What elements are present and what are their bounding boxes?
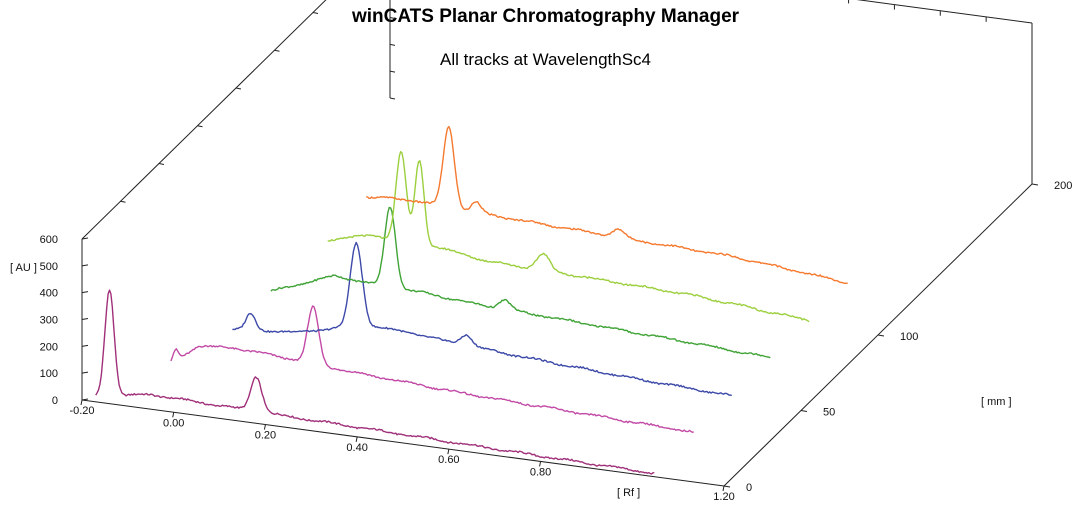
y-tick-label: 100 <box>40 368 58 380</box>
x-tick-mark <box>722 485 725 492</box>
y-tick-mark <box>81 398 89 401</box>
series-line-track-3 <box>232 241 732 397</box>
y-tick-mark-back <box>389 97 396 100</box>
chart-series <box>95 125 848 475</box>
y-tick-mark <box>81 264 89 267</box>
z-tick-mark <box>800 410 808 412</box>
axis-ticks: 0100200300400500600-0.200.000.200.400.60… <box>40 0 1072 503</box>
y-tick-label: 0 <box>52 395 58 407</box>
y-tick-mark-back <box>389 43 396 46</box>
y-tick-label: 500 <box>40 261 58 273</box>
z-tick-mark <box>877 334 885 337</box>
x-tick-label: 0.80 <box>530 466 551 478</box>
z-tick-mark-top <box>274 49 280 52</box>
chart-frame <box>81 0 1033 487</box>
series-line-track-5 <box>327 150 810 323</box>
series-line-track-6 <box>366 125 848 285</box>
x-tick-label: 0.00 <box>163 417 184 429</box>
x-axis-line <box>81 399 725 487</box>
y-tick-mark-back <box>389 17 396 19</box>
y-tick-mark <box>81 237 89 240</box>
z-tick-mark-top <box>312 12 319 14</box>
y-tick-mark <box>81 318 89 320</box>
x-tick-label: 0.20 <box>255 430 276 442</box>
series-line-track-4 <box>270 206 771 359</box>
z-tick-mark <box>1031 183 1039 186</box>
x-tick-label: -0.20 <box>69 405 94 417</box>
y-tick-mark <box>81 291 89 294</box>
z-tick-label: 0 <box>746 482 752 494</box>
chart-subtitle: All tracks at WavelengthSc4 <box>439 50 651 69</box>
z-tick-mark-top <box>120 200 126 203</box>
x-tick-mark <box>172 412 175 418</box>
x-tick-mark <box>447 449 450 455</box>
y-axis-label: [ AU ] <box>10 262 37 274</box>
y-tick-label: 400 <box>40 288 58 300</box>
z-tick-mark-top <box>197 125 203 128</box>
z-axis-label: [ mm ] <box>981 396 1012 408</box>
z-tick-label: 50 <box>823 407 835 419</box>
y-tick-mark-back <box>389 70 396 73</box>
x-tick-label: 1.20 <box>713 491 734 503</box>
x-tick-mark <box>263 424 266 430</box>
frame-top-left-edge <box>81 0 327 240</box>
z-tick-mark-top <box>235 87 242 90</box>
z-tick-label: 200 <box>1054 180 1072 192</box>
y-tick-mark <box>81 371 89 374</box>
z-tick-label: 100 <box>900 331 918 343</box>
series-line-track-1 <box>95 289 655 475</box>
y-tick-mark <box>81 344 89 347</box>
chart-title: winCATS Planar Chromatography Manager <box>351 6 740 27</box>
x-axis-label: [ Rf ] <box>617 487 640 499</box>
series-line-track-2 <box>170 305 694 433</box>
frame-top-back-edge <box>856 0 1033 24</box>
x-tick-mark <box>539 461 542 467</box>
y-tick-label: 600 <box>40 234 58 246</box>
x-tick-mark <box>80 399 83 406</box>
y-tick-label: 200 <box>40 341 58 353</box>
x-tick-label: 0.40 <box>346 442 367 454</box>
z-tick-mark <box>723 485 731 488</box>
z-tick-mark-top <box>158 163 165 165</box>
x-tick-label: 0.60 <box>438 454 459 466</box>
y-tick-label: 300 <box>40 315 58 327</box>
x-tick-mark <box>355 436 358 442</box>
